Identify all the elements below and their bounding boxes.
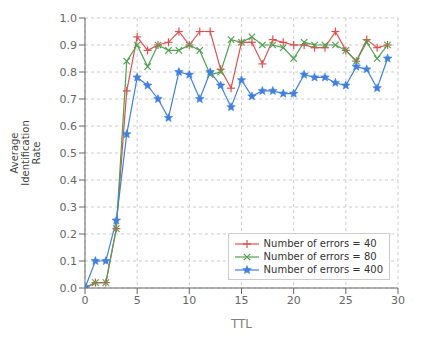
- svg-text:20: 20: [287, 294, 301, 307]
- svg-text:0.7: 0.7: [60, 93, 78, 106]
- svg-text:5: 5: [134, 294, 141, 307]
- svg-text:TTL: TTL: [230, 317, 252, 331]
- svg-text:AverageIdentificationRate: AverageIdentificationRate: [9, 120, 42, 186]
- svg-text:0.8: 0.8: [60, 66, 78, 79]
- svg-text:0.1: 0.1: [60, 255, 78, 268]
- svg-text:25: 25: [339, 294, 353, 307]
- html-text:Number of errors = 80: Number of errors = 80: [263, 251, 377, 262]
- svg-text:10: 10: [182, 294, 196, 307]
- html-text:Number of errors = 400: Number of errors = 400: [263, 264, 383, 275]
- html-text:Number of errors = 40: Number of errors = 40: [263, 238, 377, 249]
- svg-text:0.0: 0.0: [60, 282, 78, 295]
- svg-text:0: 0: [82, 294, 89, 307]
- svg-text:0.2: 0.2: [60, 228, 78, 241]
- svg-text:0.5: 0.5: [60, 147, 78, 160]
- svg-text:0.4: 0.4: [60, 174, 78, 187]
- svg-text:0.3: 0.3: [60, 201, 78, 214]
- svg-text:0.6: 0.6: [60, 120, 78, 133]
- svg-text:0.9: 0.9: [60, 39, 78, 52]
- svg-text:1.0: 1.0: [60, 12, 78, 25]
- svg-text:30: 30: [391, 294, 405, 307]
- svg-text:15: 15: [235, 294, 249, 307]
